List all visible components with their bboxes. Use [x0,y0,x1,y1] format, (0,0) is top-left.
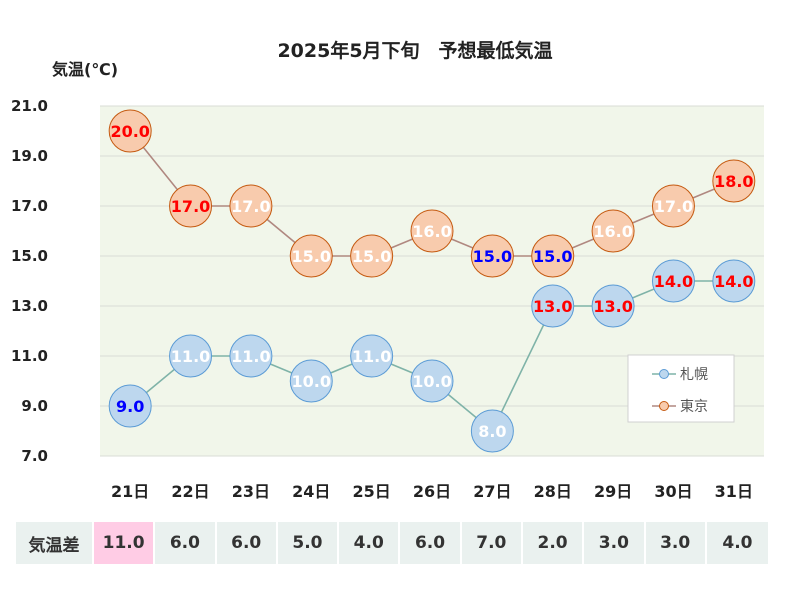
data-point-tokyo [108,109,152,153]
y-tick-label: 13.0 [11,297,48,315]
data-point-tokyo [591,209,635,253]
data-label-tokyo: 17.0 [654,197,693,216]
data-point-tokyo [350,234,394,278]
data-label-sapporo: 13.0 [593,297,632,316]
data-point-sapporo [169,334,213,378]
data-point-sapporo [651,259,695,303]
data-point-sapporo [350,334,394,378]
y-tick-label: 7.0 [21,447,48,465]
legend-marker-sapporo [659,369,669,379]
x-tick-label: 28日 [534,482,572,501]
y-tick-label: 19.0 [11,147,48,165]
data-point-tokyo [410,209,454,253]
legend-marker-tokyo [659,401,669,411]
data-point-sapporo [289,359,333,403]
x-tick-label: 21日 [111,482,149,501]
y-tick-label: 17.0 [11,197,48,215]
legend-box [627,354,735,423]
data-label-tokyo: 17.0 [231,197,270,216]
data-label-tokyo: 15.0 [292,247,331,266]
data-point-tokyo [651,184,695,228]
y-tick-label: 9.0 [21,397,48,415]
series-layer: 9.0 11.0 11.0 10.0 11.0 10.0 8.0 13.0 13.0 14.0 14… [108,109,756,453]
y-axis-label: 気温(℃) [52,60,118,79]
legend-label-tokyo: 東京 [680,399,708,415]
data-point-tokyo [470,234,514,278]
data-label-sapporo: 8.0 [478,422,506,441]
data-label-tokyo: 15.0 [352,247,391,266]
x-tick-label: 30日 [654,482,692,501]
diff-table-cell: 3.0 [645,522,707,564]
diff-table-cell: 7.0 [461,522,523,564]
diff-table-cell: 6.0 [155,522,217,564]
diff-table-cell: 4.0 [706,522,769,564]
data-point-sapporo [108,384,152,428]
legend-label-sapporo: 札幌 [680,367,708,383]
data-point-tokyo [712,159,756,203]
diff-table-cell: 4.0 [339,522,401,564]
data-point-sapporo [591,284,635,328]
x-tick-label: 31日 [715,482,753,501]
data-label-sapporo: 13.0 [533,297,572,316]
data-label-tokyo: 17.0 [171,197,210,216]
data-label-tokyo: 20.0 [110,122,149,141]
data-point-sapporo [712,259,756,303]
data-label-sapporo: 14.0 [714,272,753,291]
diff-table-cell: 6.0 [216,522,278,564]
data-label-tokyo: 16.0 [412,222,451,241]
y-axis-ticks: 21.0 19.0 17.0 15.0 13.0 11.0 9.0 7.0 [11,97,48,465]
data-point-tokyo [169,184,213,228]
data-point-sapporo [410,359,454,403]
data-label-sapporo: 11.0 [352,347,391,366]
data-label-tokyo: 16.0 [593,222,632,241]
x-tick-label: 22日 [171,482,209,501]
y-tick-label: 21.0 [11,97,48,115]
data-label-sapporo: 11.0 [171,347,210,366]
x-axis-ticks: 21日 22日 23日 24日 25日 26日 27日 28日 29日 30日 31日 [111,482,753,501]
data-point-tokyo [229,184,273,228]
diff-table-cell: 3.0 [584,522,646,564]
data-point-sapporo [531,284,575,328]
data-label-tokyo: 15.0 [533,247,572,266]
x-tick-label: 24日 [292,482,330,501]
y-tick-label: 11.0 [11,347,48,365]
chart-title: 2025年5月下旬 予想最低気温 [277,39,552,62]
data-label-sapporo: 10.0 [292,372,331,391]
data-point-tokyo [289,234,333,278]
diff-table-cell: 5.0 [277,522,340,564]
diff-table-cell: 11.0 [93,522,156,564]
data-label-sapporo: 10.0 [412,372,451,391]
data-label-tokyo: 18.0 [714,172,753,191]
data-label-sapporo: 14.0 [654,272,693,291]
data-point-sapporo [470,409,514,453]
diff-table-cell: 6.0 [400,522,462,564]
data-label-sapporo: 11.0 [231,347,270,366]
x-tick-label: 27日 [473,482,511,501]
diff-table-cell: 2.0 [522,522,585,564]
data-label-sapporo: 9.0 [116,397,144,416]
x-tick-label: 29日 [594,482,632,501]
data-point-tokyo [531,234,575,278]
legend: 札幌 東京 [627,354,735,423]
temperature-difference-table: 気温差 11.0 6.0 6.0 5.0 4.0 6.0 7.0 2.0 3.0 3.0 4.0 [16,522,769,564]
x-tick-label: 23日 [232,482,270,501]
y-tick-label: 15.0 [11,247,48,265]
data-label-tokyo: 15.0 [473,247,512,266]
x-tick-label: 26日 [413,482,451,501]
diff-table-header: 気温差 [16,522,94,564]
data-point-sapporo [229,334,273,378]
x-tick-label: 25日 [352,482,390,501]
